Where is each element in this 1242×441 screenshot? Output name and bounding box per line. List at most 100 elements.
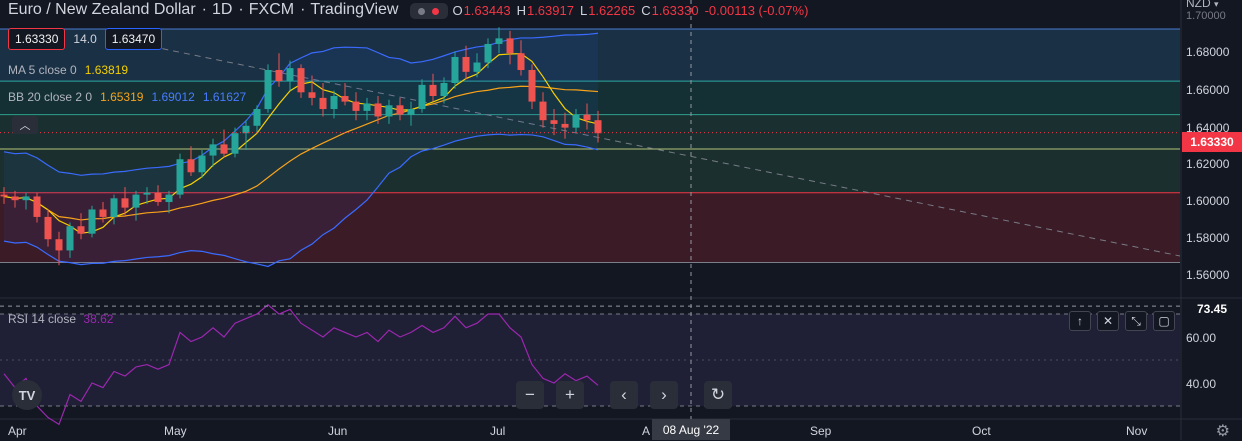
candle-body (495, 38, 503, 44)
reset-chart-button[interactable]: ↻ (704, 381, 732, 409)
rsi-pane (0, 304, 1180, 426)
candle (561, 112, 569, 139)
candle-body (363, 103, 371, 111)
tradingview-logo[interactable]: TV (12, 380, 42, 410)
candle (44, 209, 52, 247)
candle (506, 30, 514, 65)
chevron-right-icon: › (661, 385, 667, 404)
candle-body (308, 92, 316, 98)
candle (462, 45, 470, 80)
bb-legend[interactable]: BB 20 close 2 0 1.65319 1.69012 1.61627 (8, 90, 254, 104)
candle (319, 83, 327, 117)
rsi-axis-label: 60.00 (1186, 331, 1217, 345)
collapse-legend-button[interactable]: ︿ (12, 116, 38, 134)
candle-body (594, 120, 602, 134)
interval[interactable]: 1D (211, 1, 233, 18)
candle (440, 77, 448, 104)
rsi-label: RSI 14 close (8, 312, 77, 326)
sell-button[interactable]: 1.63330 (8, 28, 66, 50)
candle-body (110, 198, 118, 217)
bb-basis-value: 1.65319 (100, 90, 144, 104)
time-axis-label: A (642, 424, 651, 438)
candle-body (242, 125, 250, 134)
candle (473, 53, 481, 78)
candle (55, 231, 63, 266)
candle (341, 83, 349, 106)
candle-body (352, 101, 360, 111)
fib-zone (0, 149, 1180, 193)
time-axis-label: Oct (972, 424, 991, 438)
candle (66, 222, 74, 258)
candle (253, 105, 261, 134)
open-value: 1.63443 (463, 2, 511, 18)
chevron-up-icon: ︿ (19, 120, 31, 132)
candle (330, 90, 338, 119)
chevron-left-icon: ‹ (621, 385, 627, 404)
time-axis-label: Apr (8, 424, 27, 438)
time-axis-label: Jul (490, 424, 506, 438)
zoom-in-button[interactable]: + (556, 381, 584, 409)
price-axis-label: 1.68000 (1186, 45, 1230, 59)
candle-body (209, 144, 217, 156)
candle-body (253, 109, 261, 126)
candle-body (286, 68, 294, 82)
price-axis-label: 1.66000 (1186, 83, 1230, 97)
current-price-tag: 1.63330 (1182, 132, 1242, 152)
exchange: FXCM (248, 1, 295, 18)
symbol-header: Euro / New Zealand Dollar · 1D · FXCM · … (8, 0, 818, 20)
pane-maximize-button[interactable]: ▢ (1153, 311, 1175, 331)
candle-body (341, 96, 349, 102)
pane-close-button[interactable]: ✕ (1097, 311, 1119, 331)
candle-body (77, 226, 85, 234)
candle-body (550, 120, 558, 124)
scroll-right-button[interactable]: › (650, 381, 678, 409)
candle (209, 138, 217, 167)
candle-body (33, 196, 41, 217)
currency-label[interactable]: NZD ▾ (1186, 0, 1219, 10)
zoom-out-button[interactable]: − (516, 381, 544, 409)
pane-move-up-button[interactable]: ↑ (1069, 311, 1091, 331)
candle-body (319, 97, 327, 110)
tv-logo-icon: TV (18, 387, 36, 403)
candle-body (440, 83, 448, 97)
candle (308, 75, 316, 106)
candle (594, 110, 602, 143)
candle-body (66, 226, 74, 251)
candle-body (88, 209, 96, 234)
pane-collapse-button[interactable]: ⤡ (1125, 311, 1147, 331)
candle-body (539, 101, 547, 121)
crosshair-date-tag: 08 Aug '22 (652, 419, 730, 440)
quantity[interactable]: 14.0 (73, 32, 97, 46)
ma-legend[interactable]: MA 5 close 0 1.63819 (8, 63, 128, 77)
candle (33, 192, 41, 223)
candle-body (506, 38, 514, 54)
candle-body (121, 198, 129, 208)
candle-body (220, 144, 228, 154)
price-axis-label: 1.58000 (1186, 231, 1230, 245)
candle (88, 205, 96, 238)
scroll-left-button[interactable]: ‹ (610, 381, 638, 409)
rsi-legend[interactable]: RSI 14 close 38.62 (8, 312, 113, 326)
low-value: 1.62265 (588, 2, 636, 18)
high-value: 1.63917 (526, 2, 574, 18)
price-axis-top: 1.70000 (1186, 10, 1226, 22)
ma-value: 1.63819 (84, 63, 129, 77)
candle-body (187, 159, 195, 173)
maximize-icon: ▢ (1158, 314, 1170, 328)
candle (451, 51, 459, 89)
candle-body (297, 68, 305, 93)
buy-button[interactable]: 1.63470 (104, 28, 163, 50)
candle-body (55, 239, 63, 251)
alert-dot-icon (432, 8, 440, 15)
plus-icon: + (565, 385, 575, 404)
market-status-pill[interactable] (410, 3, 449, 19)
candle-body (0, 194, 8, 197)
candle-body (275, 69, 283, 82)
candle (418, 79, 426, 113)
settings-gear-icon[interactable]: ⚙ (1215, 423, 1230, 440)
data-source: TradingView (310, 1, 399, 18)
symbol-name[interactable]: Euro / New Zealand Dollar (8, 1, 196, 18)
candle (132, 190, 140, 221)
